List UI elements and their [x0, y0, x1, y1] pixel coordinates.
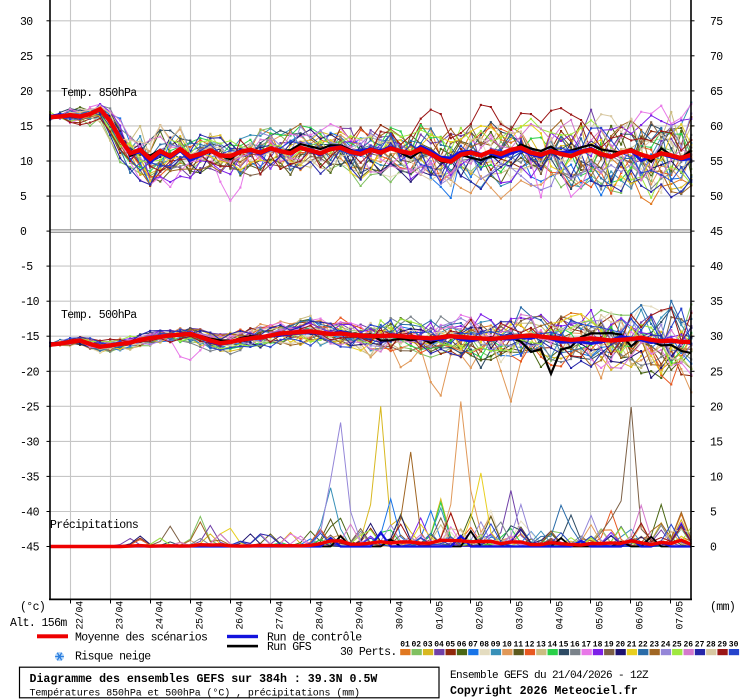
svg-text:26/04: 26/04 — [235, 601, 246, 630]
svg-text:Run GFS: Run GFS — [267, 641, 312, 654]
svg-text:15: 15 — [559, 641, 569, 650]
svg-text:05/05: 05/05 — [595, 601, 606, 630]
svg-text:17: 17 — [582, 641, 592, 650]
svg-text:25: 25 — [710, 366, 723, 379]
svg-text:Ensemble GEFS du 21/04/2026 -: Ensemble GEFS du 21/04/2026 - 12Z — [450, 670, 649, 682]
svg-text:06: 06 — [457, 641, 467, 650]
svg-text:26: 26 — [684, 641, 694, 650]
svg-text:-30: -30 — [20, 436, 40, 449]
svg-text:03/05: 03/05 — [515, 601, 526, 630]
svg-text:30: 30 — [710, 331, 723, 344]
svg-text:65: 65 — [710, 86, 723, 99]
svg-text:01: 01 — [400, 641, 410, 650]
svg-text:0: 0 — [20, 226, 27, 239]
svg-text:25: 25 — [20, 51, 33, 64]
svg-text:16: 16 — [570, 641, 580, 650]
svg-text:30: 30 — [729, 641, 739, 650]
svg-text:21: 21 — [627, 641, 637, 650]
svg-text:30: 30 — [20, 16, 33, 29]
svg-text:03: 03 — [423, 641, 433, 650]
svg-text:25: 25 — [672, 641, 682, 650]
svg-text:35: 35 — [710, 296, 723, 309]
svg-text:-20: -20 — [20, 366, 40, 379]
svg-text:09: 09 — [491, 641, 501, 650]
svg-text:27/04: 27/04 — [275, 601, 286, 630]
svg-text:25/04: 25/04 — [195, 601, 206, 630]
svg-text:-40: -40 — [20, 507, 40, 520]
svg-text:-25: -25 — [20, 401, 40, 414]
svg-text:Temp. 850hPa: Temp. 850hPa — [61, 87, 137, 100]
svg-text:29: 29 — [717, 641, 727, 650]
svg-text:-15: -15 — [20, 331, 40, 344]
svg-text:-45: -45 — [20, 542, 40, 555]
svg-text:18: 18 — [593, 641, 603, 650]
svg-text:12: 12 — [525, 641, 535, 650]
svg-text:29/04: 29/04 — [355, 601, 366, 630]
svg-text:Températures 850hPa et 500hPa: Températures 850hPa et 500hPa (°C) , pré… — [30, 688, 360, 700]
svg-text:0: 0 — [710, 542, 717, 555]
svg-text:-10: -10 — [20, 296, 40, 309]
svg-text:-5: -5 — [20, 261, 33, 274]
svg-text:Précipitations: Précipitations — [50, 519, 138, 532]
svg-text:01/05: 01/05 — [435, 601, 446, 630]
svg-text:60: 60 — [710, 121, 723, 134]
svg-text:27: 27 — [695, 641, 705, 650]
svg-text:(°c): (°c) — [20, 601, 45, 614]
svg-text:5: 5 — [710, 507, 717, 520]
svg-text:15: 15 — [20, 121, 33, 134]
svg-text:07/05: 07/05 — [675, 601, 686, 630]
svg-text:22: 22 — [638, 641, 648, 650]
svg-text:28/04: 28/04 — [315, 601, 326, 630]
svg-text:(mm): (mm) — [710, 601, 735, 614]
svg-text:22/04: 22/04 — [75, 601, 86, 630]
svg-text:08: 08 — [480, 641, 490, 650]
svg-text:10: 10 — [710, 471, 723, 484]
svg-text:Diagramme des ensembles GEFS s: Diagramme des ensembles GEFS sur 384h : … — [30, 673, 378, 686]
svg-text:04: 04 — [434, 641, 444, 650]
svg-text:30/04: 30/04 — [395, 601, 406, 630]
svg-text:02: 02 — [412, 641, 422, 650]
svg-text:19: 19 — [604, 641, 614, 650]
svg-text:07: 07 — [468, 641, 478, 650]
svg-text:70: 70 — [710, 51, 723, 64]
svg-text:Temp. 500hPa: Temp. 500hPa — [61, 309, 137, 322]
svg-text:24: 24 — [661, 641, 671, 650]
svg-text:30 Perts.: 30 Perts. — [340, 646, 397, 659]
svg-text:40: 40 — [710, 261, 723, 274]
svg-text:02/05: 02/05 — [475, 601, 486, 630]
svg-text:23: 23 — [650, 641, 660, 650]
svg-text:20: 20 — [20, 86, 33, 99]
svg-text:24/04: 24/04 — [155, 601, 166, 630]
svg-text:75: 75 — [710, 16, 723, 29]
svg-text:28: 28 — [706, 641, 716, 650]
svg-text:10: 10 — [20, 156, 33, 169]
svg-text:15: 15 — [710, 436, 723, 449]
svg-text:5: 5 — [20, 191, 27, 204]
svg-text:50: 50 — [710, 191, 723, 204]
svg-text:55: 55 — [710, 156, 723, 169]
svg-text:-35: -35 — [20, 471, 40, 484]
svg-text:45: 45 — [710, 226, 723, 239]
svg-text:Copyright 2026 Meteociel.fr: Copyright 2026 Meteociel.fr — [450, 685, 638, 698]
svg-text:04/05: 04/05 — [555, 601, 566, 630]
svg-text:20: 20 — [710, 401, 723, 414]
svg-text:06/05: 06/05 — [635, 601, 646, 630]
svg-text:Run de contrôle: Run de contrôle — [267, 632, 362, 645]
svg-text:13: 13 — [536, 641, 546, 650]
svg-text:23/04: 23/04 — [115, 601, 126, 630]
svg-text:Alt. 156m: Alt. 156m — [10, 617, 67, 630]
svg-text:20: 20 — [616, 641, 626, 650]
svg-text:11: 11 — [514, 641, 524, 650]
svg-text:05: 05 — [446, 641, 456, 650]
svg-text:Moyenne des scénarios: Moyenne des scénarios — [75, 632, 207, 645]
svg-text:10: 10 — [502, 641, 512, 650]
svg-text:Risque neige: Risque neige — [75, 651, 151, 664]
svg-text:14: 14 — [548, 641, 558, 650]
